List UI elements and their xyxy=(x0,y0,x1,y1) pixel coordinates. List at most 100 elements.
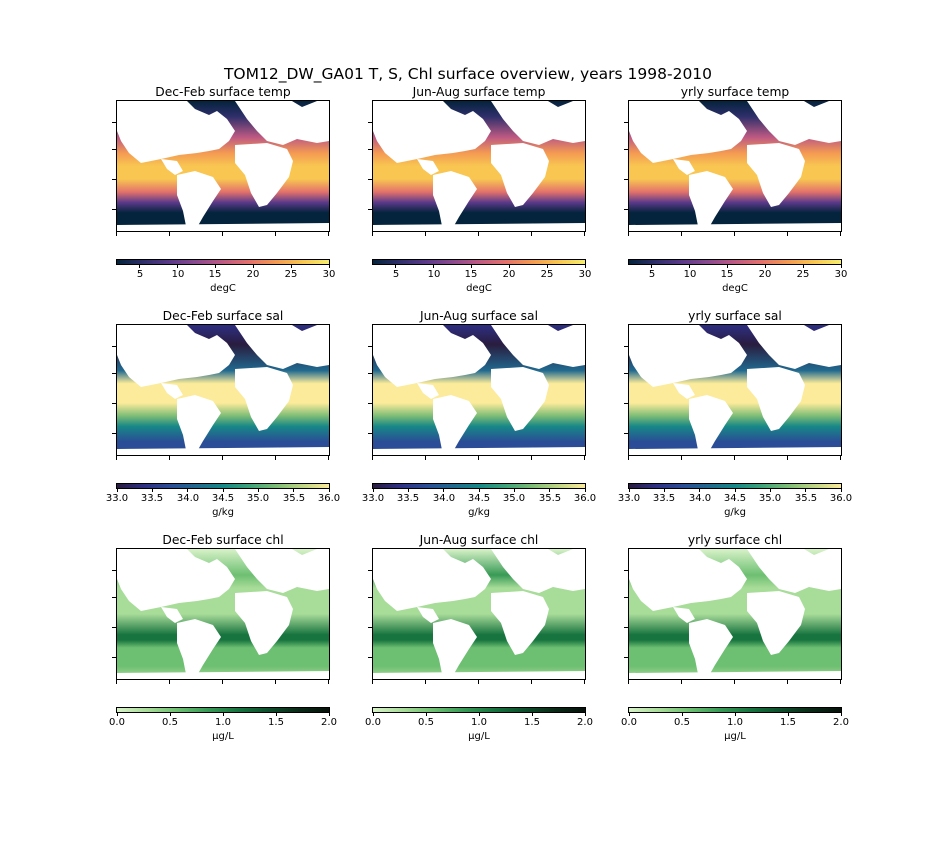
colorbar-tick-label: 34.5 xyxy=(211,493,235,504)
x-tick xyxy=(840,232,841,236)
land-mask xyxy=(373,101,491,163)
y-tick xyxy=(624,627,628,628)
land-mask xyxy=(373,447,585,455)
x-tick xyxy=(787,456,788,460)
x-tick xyxy=(275,456,276,460)
colorbar-tick xyxy=(509,265,510,268)
colorbar-tick-label: 0.5 xyxy=(674,717,690,728)
land-mask xyxy=(491,367,549,431)
land-mask xyxy=(117,447,329,455)
colorbar-tick-label: 35.5 xyxy=(538,493,562,504)
map-field xyxy=(373,549,585,679)
y-tick xyxy=(368,179,372,180)
land-mask xyxy=(117,549,235,611)
colorbar-tick-label: 35.0 xyxy=(246,493,270,504)
colorbar-tick xyxy=(805,489,806,492)
land-mask xyxy=(673,607,695,623)
colorbar-tick xyxy=(139,265,140,268)
colorbar-sal xyxy=(116,483,330,489)
colorbar-tick-label: 25 xyxy=(284,269,298,280)
colorbar-tick-label: 1.5 xyxy=(268,717,284,728)
x-tick xyxy=(734,680,735,684)
map-chl-Jun-Aug xyxy=(372,548,586,680)
x-tick xyxy=(734,456,735,460)
land-mask xyxy=(747,367,805,431)
colorbar-tick xyxy=(532,713,533,716)
colorbar-tick xyxy=(152,489,153,492)
land-mask xyxy=(689,619,733,679)
x-tick xyxy=(372,232,373,236)
x-tick xyxy=(328,232,329,236)
colorbar-tick-label: 0.5 xyxy=(162,717,178,728)
colorbar-tick xyxy=(177,265,178,268)
colorbar-tick xyxy=(426,713,427,716)
x-tick xyxy=(681,680,682,684)
x-tick xyxy=(584,232,585,236)
y-tick xyxy=(624,149,628,150)
map-temp-yrly xyxy=(628,100,842,232)
colorbar-tick xyxy=(585,489,586,492)
y-tick xyxy=(368,346,372,347)
colorbar-tick-label: 35.0 xyxy=(758,493,782,504)
land-mask xyxy=(117,671,329,679)
colorbar-tick xyxy=(395,265,396,268)
map-field xyxy=(629,101,841,231)
land-mask xyxy=(373,223,585,231)
map-field xyxy=(373,325,585,455)
y-tick xyxy=(368,209,372,210)
x-tick xyxy=(628,680,629,684)
colorbar-tick xyxy=(117,489,118,492)
land-mask xyxy=(491,549,585,593)
y-tick xyxy=(624,346,628,347)
colorbar-tick xyxy=(514,489,515,492)
colorbar-tick-label: 33.0 xyxy=(105,493,129,504)
colorbar-tick-label: 1.5 xyxy=(780,717,796,728)
y-tick xyxy=(112,433,116,434)
colorbar-tick-label: 33.5 xyxy=(396,493,420,504)
y-tick xyxy=(624,209,628,210)
panel-title: Dec-Feb surface temp xyxy=(155,85,291,99)
colorbar-tick-label: 30 xyxy=(322,269,336,280)
y-tick xyxy=(112,597,116,598)
colorbar-tick xyxy=(373,713,374,716)
land-mask xyxy=(235,101,329,145)
colorbar-tick xyxy=(803,265,804,268)
x-tick xyxy=(275,680,276,684)
x-tick xyxy=(328,456,329,460)
colorbar-tick xyxy=(664,489,665,492)
land-mask xyxy=(235,325,329,369)
colorbar-units: g/kg xyxy=(468,507,490,518)
map-chl-Dec-Feb xyxy=(116,548,330,680)
land-mask xyxy=(235,143,293,207)
map-field xyxy=(629,325,841,455)
land-mask xyxy=(491,325,585,369)
land-mask xyxy=(747,325,841,369)
x-tick xyxy=(425,232,426,236)
x-tick xyxy=(372,456,373,460)
colorbar-temp xyxy=(628,259,842,265)
colorbar-tick-label: 0.0 xyxy=(109,717,125,728)
colorbar-tick-label: 2.0 xyxy=(577,717,593,728)
land-mask xyxy=(689,395,733,455)
colorbar-tick xyxy=(651,265,652,268)
colorbar-tick xyxy=(276,713,277,716)
map-field xyxy=(117,101,329,231)
colorbar-tick-label: 30 xyxy=(834,269,848,280)
x-tick xyxy=(425,680,426,684)
x-tick xyxy=(531,456,532,460)
colorbar-tick xyxy=(223,713,224,716)
land-mask xyxy=(177,395,221,455)
colorbar-tick xyxy=(291,265,292,268)
colorbar-tick-label: 20 xyxy=(246,269,260,280)
colorbar-tick-label: 0.0 xyxy=(365,717,381,728)
colorbar-tick-label: 10 xyxy=(171,269,185,280)
colorbar-tick xyxy=(293,489,294,492)
colorbar-tick xyxy=(117,713,118,716)
x-tick xyxy=(275,232,276,236)
colorbar-tick-label: 10 xyxy=(427,269,441,280)
x-tick xyxy=(222,680,223,684)
x-tick xyxy=(584,680,585,684)
x-tick xyxy=(584,456,585,460)
colorbar-tick-label: 1.0 xyxy=(215,717,231,728)
